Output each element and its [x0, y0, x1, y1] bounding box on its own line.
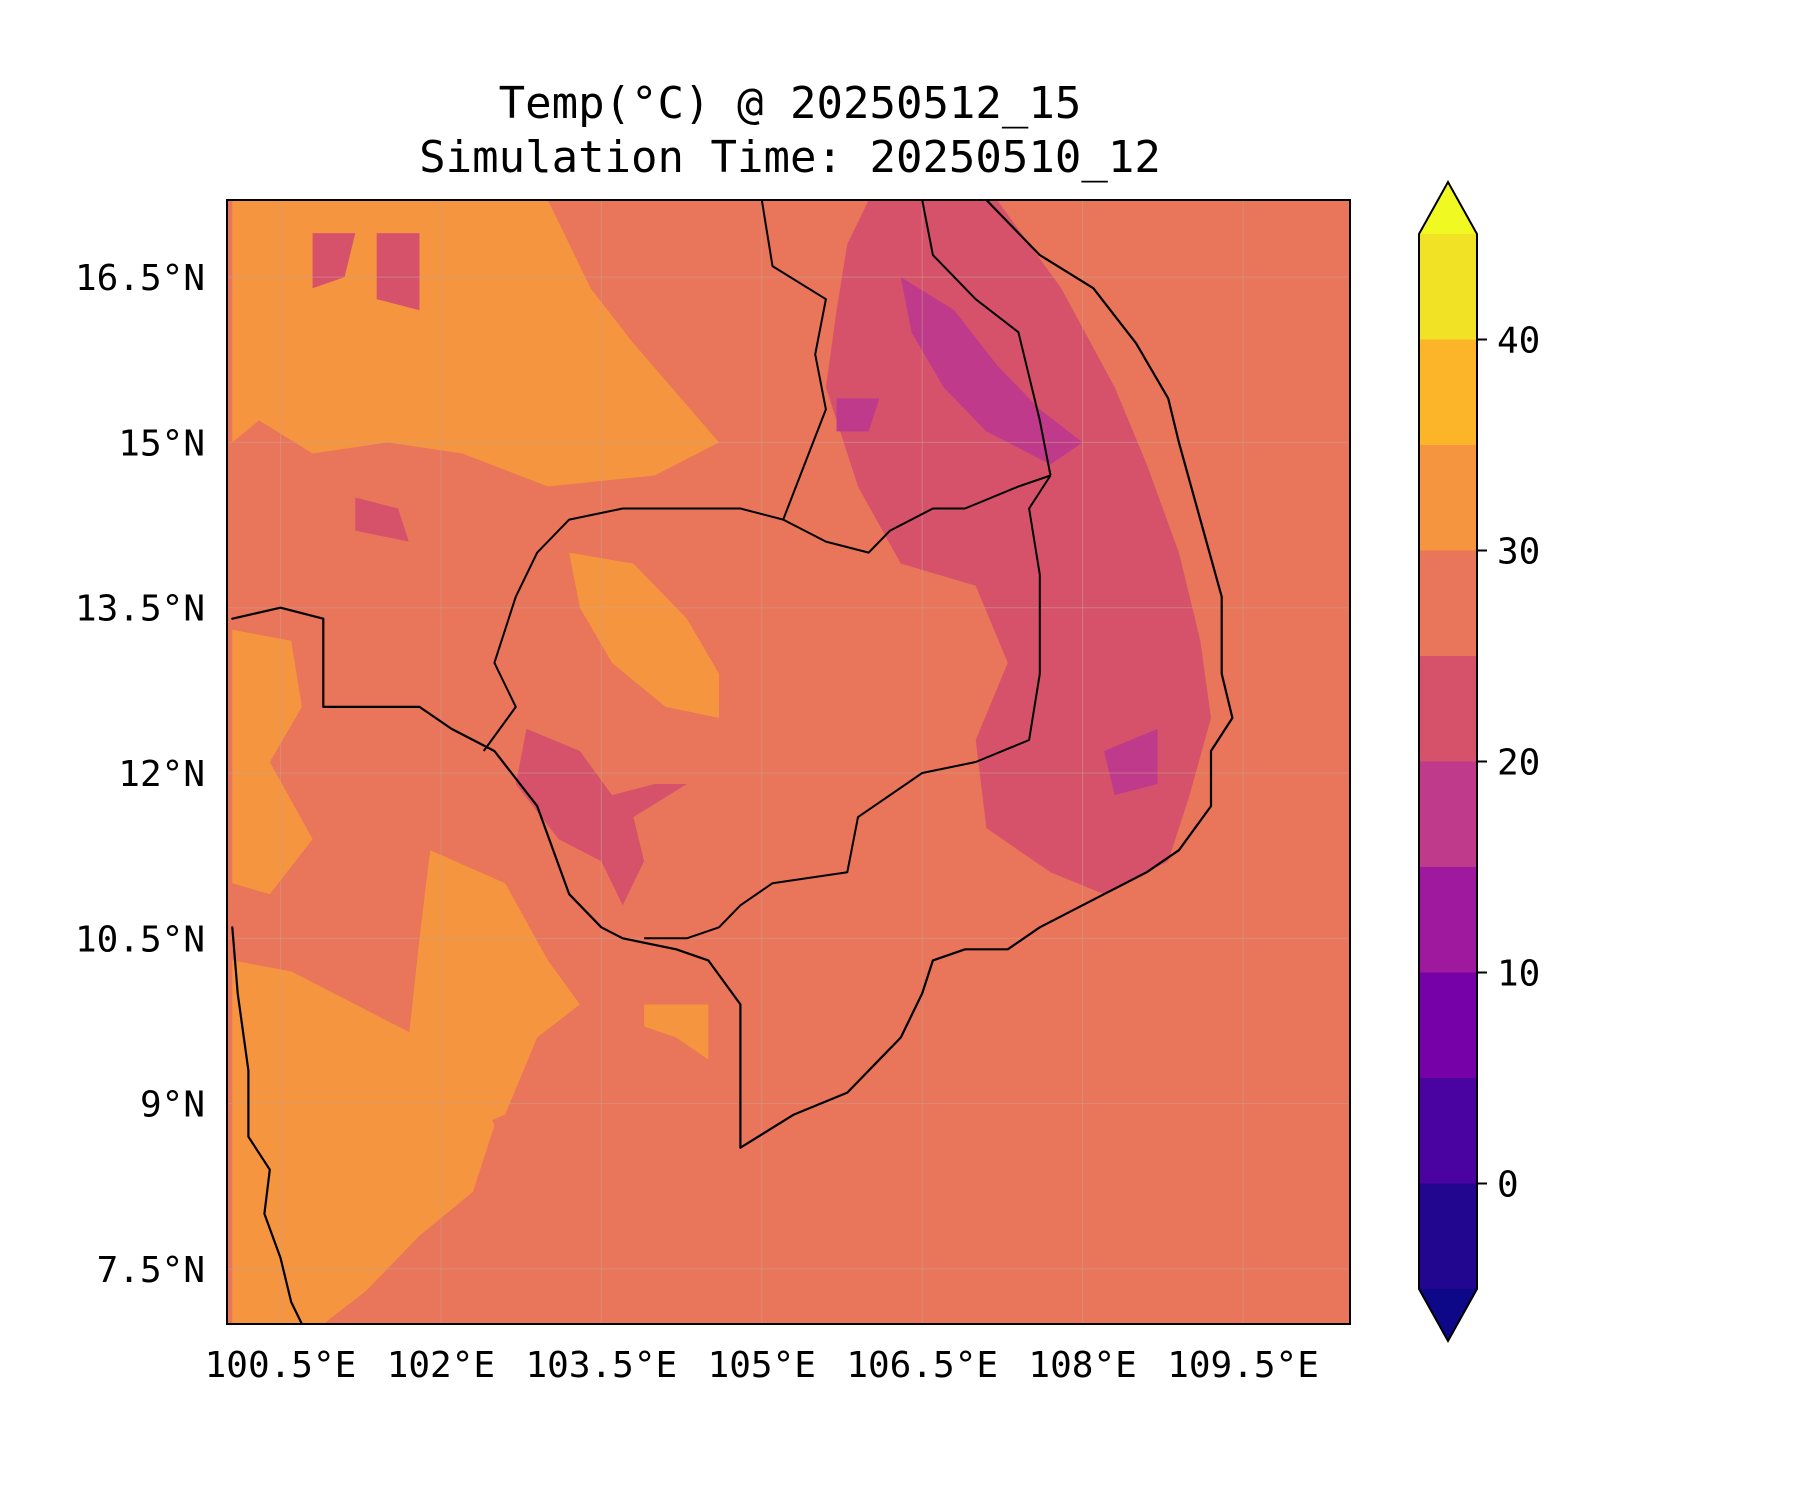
- lon-tick-label: 103.5°E: [525, 1345, 677, 1386]
- temp-region-hot-ridge-dalat: [1104, 728, 1158, 796]
- temp-region-cool-patch-laos-a: [312, 233, 356, 289]
- temp-region-warm-bassac: [644, 1004, 709, 1060]
- colorbar-tick-label: 0: [1497, 1165, 1519, 1206]
- colorbar-tick-label: 40: [1497, 321, 1540, 362]
- coastlines: [231, 200, 1234, 1324]
- temp-region-cool-patch-laos-b: [376, 233, 420, 311]
- temp-region-warm-tonle-sap: [569, 552, 719, 718]
- colorbar-outline: [1418, 179, 1478, 1344]
- lat-tick-label: 16.5°N: [75, 258, 205, 299]
- lat-tick-label: 7.5°N: [97, 1250, 205, 1291]
- lon-tick-label: 100.5°E: [205, 1345, 357, 1386]
- lon-tick-label: 102°E: [387, 1345, 495, 1386]
- lon-tick-label: 105°E: [708, 1345, 816, 1386]
- title-line-2: Simulation Time: 20250510_12: [419, 132, 1161, 183]
- longitude-tick-labels: 100.5°E 102°E 103.5°E 105°E 106.5°E 108°E 109.…: [205, 1345, 1319, 1386]
- colorbar-extend-min: [1419, 1289, 1477, 1341]
- temp-region-warm-northwest: [232, 200, 720, 487]
- temp-region-warm-thailand-west: [232, 629, 313, 895]
- colorbar-segment: [1419, 234, 1477, 340]
- colorbar-segment: [1419, 339, 1477, 445]
- colorbar-segment: [1419, 761, 1477, 867]
- lon-tick-label: 106.5°E: [846, 1345, 998, 1386]
- lon-tick-label: 108°E: [1028, 1345, 1136, 1386]
- temp-region-cool-patch-thai: [355, 497, 409, 542]
- latitude-tick-labels: 16.5°N 15°N 13.5°N 12°N 10.5°N 9°N 7.5°N: [75, 258, 205, 1291]
- map-panel: 100.5°E 102°E 103.5°E 105°E 106.5°E 108°E 109.…: [75, 199, 1351, 1386]
- temp-region-hot-patch-bolaven: [836, 398, 880, 432]
- lat-tick-label: 15°N: [118, 423, 205, 464]
- temp-region-warm-gulf-east: [408, 850, 580, 1137]
- colorbar-extend-max: [1419, 182, 1477, 234]
- lat-tick-label: 13.5°N: [75, 589, 205, 630]
- border-cambodia-vietnam: [644, 474, 1052, 940]
- coastline-indochina-coast: [231, 200, 1234, 1149]
- colorbar-segment: [1419, 867, 1477, 973]
- colorbar-segment: [1419, 972, 1477, 1078]
- colorbar-segment: [1419, 1183, 1477, 1289]
- lat-tick-label: 12°N: [118, 754, 205, 795]
- country-borders: [482, 200, 1052, 940]
- colorbar-segment: [1419, 445, 1477, 551]
- title-line-1: Temp(°C) @ 20250512_15: [499, 78, 1082, 129]
- colorbar-tick-label: 10: [1497, 954, 1540, 995]
- colorbar-tick-label: 30: [1497, 532, 1540, 573]
- colorbar: 0 10 20 30 40: [1418, 179, 1540, 1344]
- colorbar-segment: [1419, 1078, 1477, 1184]
- lat-tick-label: 9°N: [140, 1085, 205, 1126]
- colorbar-segment: [1419, 550, 1477, 656]
- colorbar-tick-label: 20: [1497, 743, 1540, 784]
- border-thai-laos: [760, 200, 827, 520]
- lat-tick-label: 10.5°N: [75, 919, 205, 960]
- coastline-malay-coast: [231, 926, 303, 1324]
- map-frame: [226, 199, 1351, 1325]
- border-thai-cambodia-laos: [482, 474, 1051, 752]
- gridlines: [227, 200, 1350, 1324]
- colorbar-segment: [1419, 656, 1477, 762]
- lon-tick-label: 109.5°E: [1167, 1345, 1319, 1386]
- temp-region-hot-ridge-annamite: [900, 277, 1083, 465]
- border-laos-vietnam: [921, 200, 1052, 476]
